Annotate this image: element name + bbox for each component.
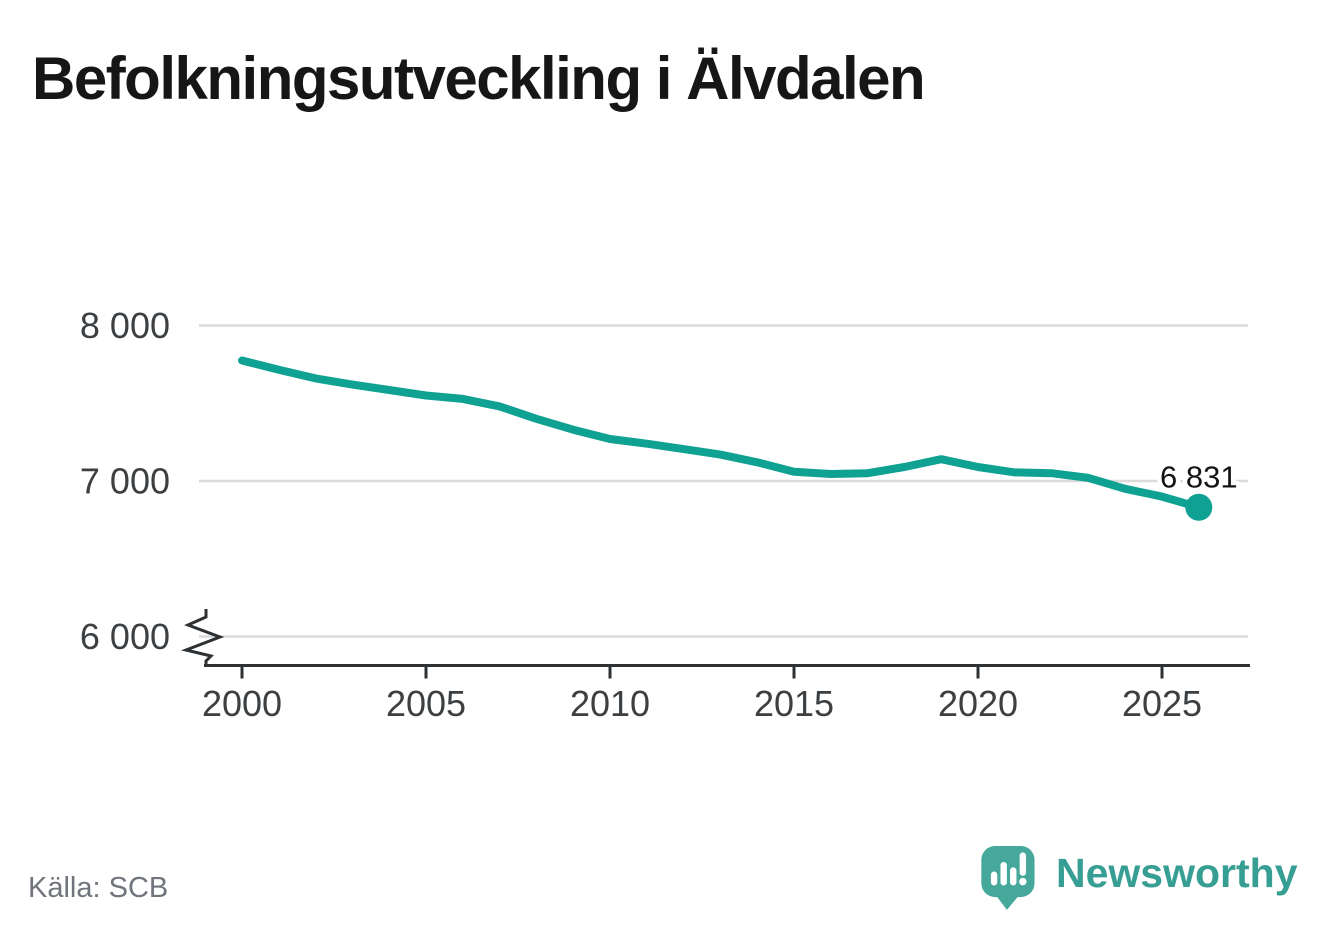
chart-title: Befolkningsutveckling i Älvdalen [32,45,926,112]
newsworthy-logo-icon [981,846,1035,910]
y-tick-label: 6 000 [80,616,170,657]
end-value-label: 6 831 [1160,459,1238,494]
x-tick-label: 2010 [570,683,650,724]
y-tick-label: 8 000 [80,305,170,346]
y-axis-break-icon [180,609,225,667]
x-tick-label: 2000 [202,683,282,724]
end-point-marker [1185,493,1213,521]
x-tick-label: 2025 [1122,683,1202,724]
x-tick-label: 2005 [386,683,466,724]
y-tick-label: 7 000 [80,461,170,502]
x-tick-label: 2020 [938,683,1018,724]
x-tick-label: 2015 [754,683,834,724]
newsworthy-wordmark: Newsworthy [1056,850,1298,896]
population-line [238,356,1203,512]
newsworthy-logo: Newsworthy [980,846,1310,916]
source-caption: Källa: SCB [28,872,169,904]
